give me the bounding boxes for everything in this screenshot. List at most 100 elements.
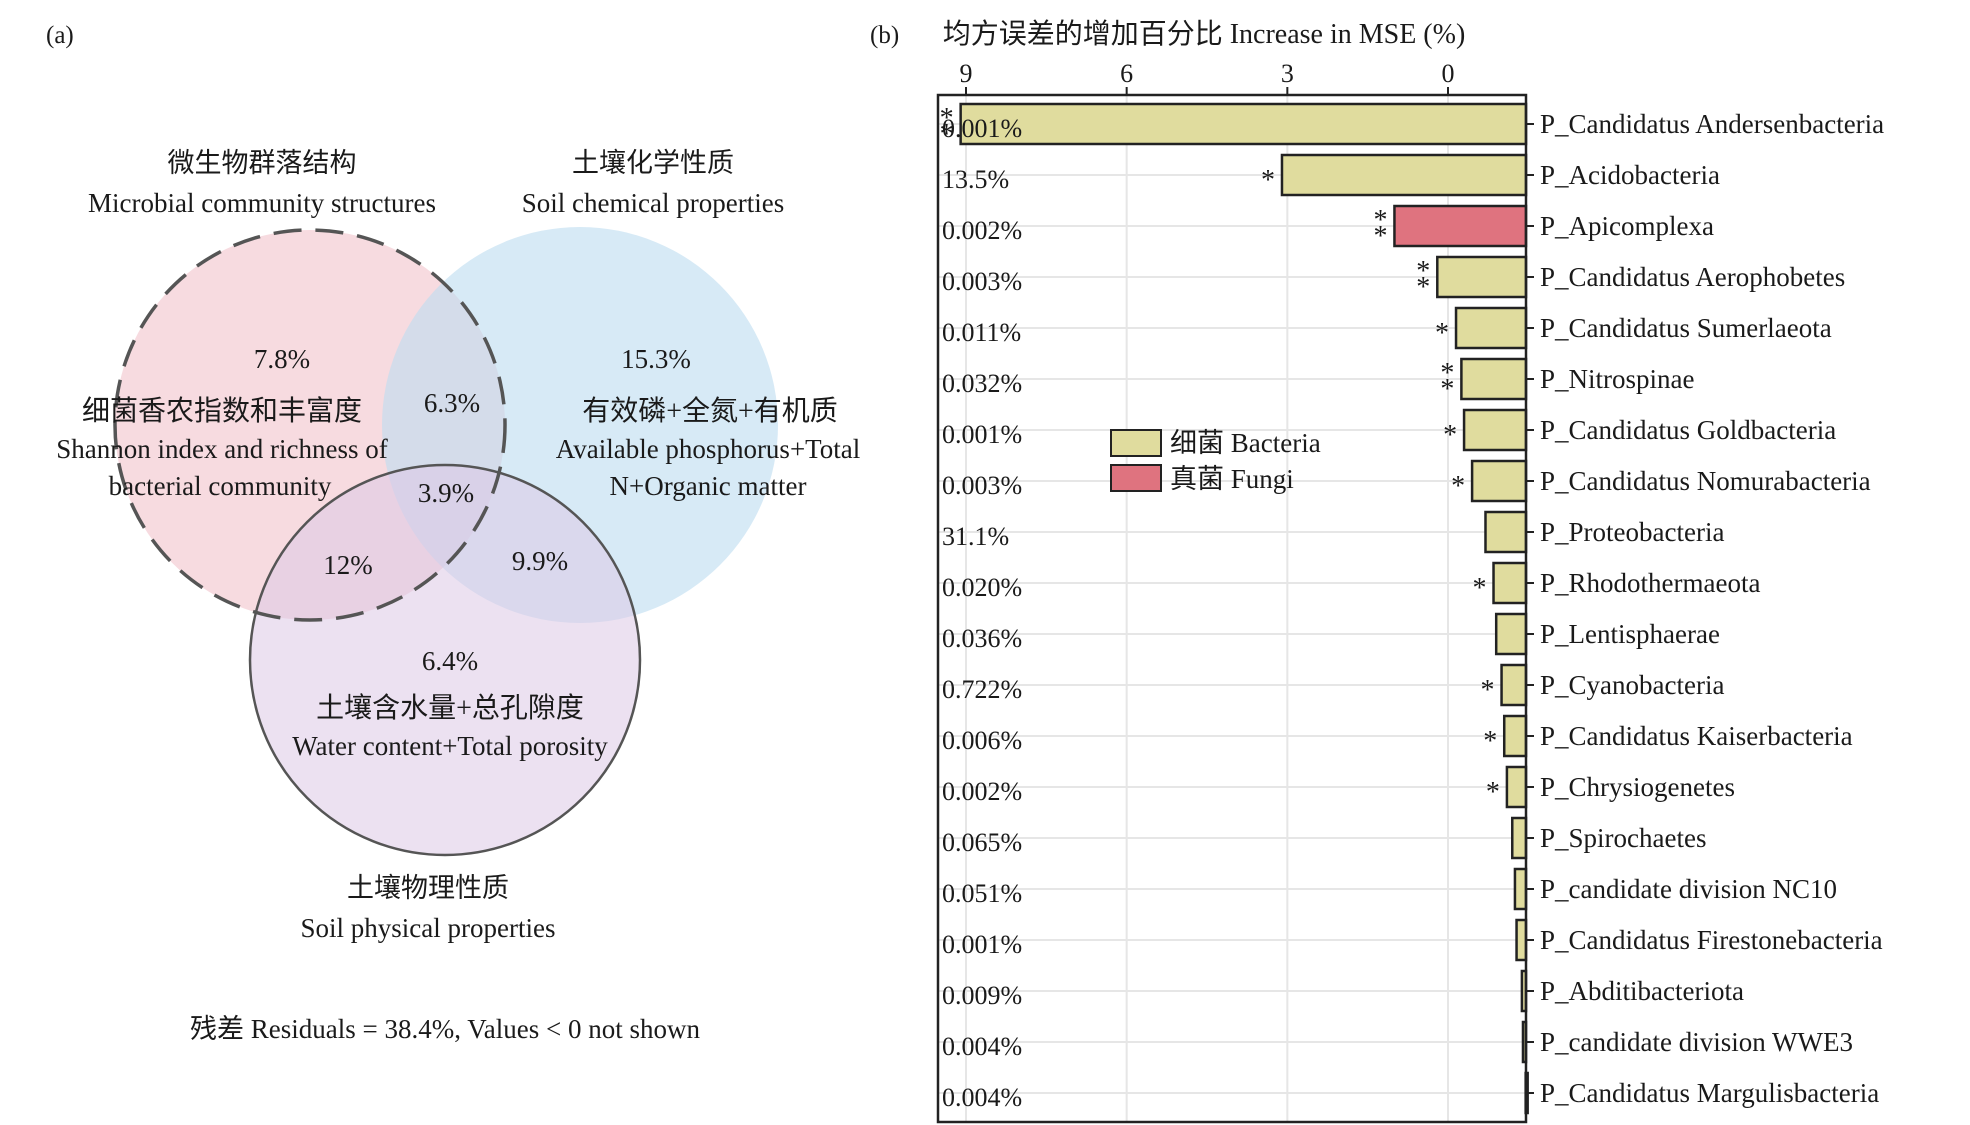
value-chemical-only: 15.3% (621, 344, 691, 374)
microbial-desc-cn: 细菌香农指数和丰富度 (82, 395, 362, 427)
panel-label-a: (a) (46, 22, 74, 49)
significance-stars: * (1435, 318, 1449, 349)
category-label: P_Spirochaetes (1540, 823, 1706, 853)
value-microbial-physical: 12% (323, 550, 373, 580)
significance-stars: * (1443, 420, 1457, 451)
significance-stars: * (1486, 777, 1500, 808)
bar-layer (959, 102, 1529, 1115)
category-label: P_candidate division WWE3 (1540, 1027, 1853, 1057)
significance-stars: * * (1373, 205, 1387, 252)
category-label: P_Candidatus Goldbacteria (1540, 415, 1836, 445)
microbial-circle-outline (113, 228, 507, 622)
bar (1470, 459, 1528, 503)
category-label: P_Apicomplexa (1540, 211, 1714, 241)
panel-label-b: (b) (870, 22, 899, 49)
pvalue-label: 0.006% (942, 726, 1022, 755)
axis-layer: 9 6 3 0 (960, 59, 1534, 1094)
chemical-desc-en-2: N+Organic matter (610, 471, 807, 501)
pvalue-label: 0.004% (942, 1032, 1022, 1061)
bar (1484, 510, 1528, 554)
bar (1500, 663, 1528, 707)
significance-stars: * * (940, 103, 954, 150)
venn-panel: (a) 微生物群落结构 Microbial community structur… (46, 22, 860, 1044)
bar (1494, 612, 1528, 656)
pvalue-label: 0.020% (942, 573, 1022, 602)
category-label: P_Chrysiogenetes (1540, 772, 1735, 802)
physical-title-cn: 土壤物理性质 (347, 873, 509, 903)
category-label: P_Candidatus Aerophobetes (1540, 262, 1845, 292)
x-tick-label: 3 (1281, 59, 1294, 88)
plot-frame (936, 93, 1528, 1124)
value-microbial-only: 7.8% (254, 344, 310, 374)
chart-title: 均方误差的增加百分比 Increase in MSE (%) (943, 18, 1466, 50)
microbial-desc-en-1: Shannon index and richness of (56, 434, 387, 464)
significance-stars: * (1451, 471, 1465, 502)
bar (1436, 255, 1528, 299)
bar (1492, 561, 1528, 605)
significance-stars: * (1473, 573, 1487, 604)
physical-title-en: Soil physical properties (301, 913, 556, 943)
pvalue-label: 0.002% (942, 777, 1022, 806)
pvalue-label: 31.1% (942, 522, 1009, 551)
pvalue-label: 0.036% (942, 624, 1022, 653)
category-label: P_Acidobacteria (1540, 160, 1720, 190)
value-chemical-physical: 9.9% (512, 546, 568, 576)
x-tick-label: 9 (960, 59, 973, 88)
category-label: P_Cyanobacteria (1540, 670, 1724, 700)
pvalue-label: 0.051% (942, 879, 1022, 908)
pvalue-label: 0.009% (942, 981, 1022, 1010)
legend-swatch-fungi (1110, 464, 1162, 492)
legend-swatch-bacteria (1110, 429, 1162, 457)
microbial-desc-en-2: bacterial community (109, 471, 332, 501)
category-label: P_candidate division NC10 (1540, 874, 1837, 904)
pvalue-label: 0.722% (942, 675, 1022, 704)
category-label: P_Lentisphaerae (1540, 619, 1720, 649)
category-label: P_Abditibacteriota (1540, 976, 1744, 1006)
value-all-three: 3.9% (418, 478, 474, 508)
bar (1513, 867, 1528, 911)
category-label: P_Proteobacteria (1540, 517, 1724, 547)
microbial-title-en: Microbial community structures (88, 188, 436, 218)
significance-stars: * (1483, 726, 1497, 757)
chemical-desc-en-1: Available phosphorus+Total (556, 434, 861, 464)
significance-stars: * (1261, 165, 1275, 196)
bar (1505, 765, 1528, 809)
x-tick-label: 0 (1442, 59, 1455, 88)
bar (1393, 204, 1528, 248)
bar (1502, 714, 1528, 758)
value-microbial-chemical: 6.3% (424, 388, 480, 418)
significance-stars: * * (1416, 256, 1430, 303)
bar (1511, 816, 1528, 860)
category-label: P_Nitrospinae (1540, 364, 1695, 394)
legend: 细菌 Bacteria 真菌 Fungi (1110, 428, 1321, 494)
category-label: P_Candidatus Andersenbacteria (1540, 109, 1884, 139)
x-tick-label: 6 (1120, 59, 1133, 88)
chemical-title-cn: 土壤化学性质 (572, 148, 734, 178)
pvalue-label: 0.065% (942, 828, 1022, 857)
category-label: P_Candidatus Kaiserbacteria (1540, 721, 1853, 751)
pvalue-label: 0.011% (942, 318, 1021, 347)
bar (1462, 408, 1528, 452)
significance-stars: * * (1440, 358, 1454, 405)
microbial-title-cn: 微生物群落结构 (168, 148, 357, 178)
chemical-desc-cn: 有效磷+全氮+有机质 (582, 395, 838, 427)
residuals-note: 残差 Residuals = 38.4%, Values < 0 not sho… (190, 1014, 700, 1044)
legend-label-fungi: 真菌 Fungi (1170, 464, 1294, 494)
pvalue-label: 0.001% (942, 114, 1022, 143)
chemical-title-en: Soil chemical properties (522, 188, 784, 218)
category-label: P_Candidatus Nomurabacteria (1540, 466, 1871, 496)
pvalue-label: 0.003% (942, 267, 1022, 296)
bar-chart-panel: (b) 均方误差的增加百分比 Increase in MSE (%) P_Can… (870, 18, 1885, 1124)
pvalue-label: 0.001% (942, 930, 1022, 959)
significance-stars: * (1481, 675, 1495, 706)
pvalue-label: 0.003% (942, 471, 1022, 500)
bar (959, 102, 1528, 146)
value-physical-only: 6.4% (422, 646, 478, 676)
physical-desc-cn: 土壤含水量+总孔隙度 (316, 692, 584, 724)
bar (1460, 357, 1528, 401)
category-label: P_Rhodothermaeota (1540, 568, 1760, 598)
category-label: P_Candidatus Sumerlaeota (1540, 313, 1832, 343)
